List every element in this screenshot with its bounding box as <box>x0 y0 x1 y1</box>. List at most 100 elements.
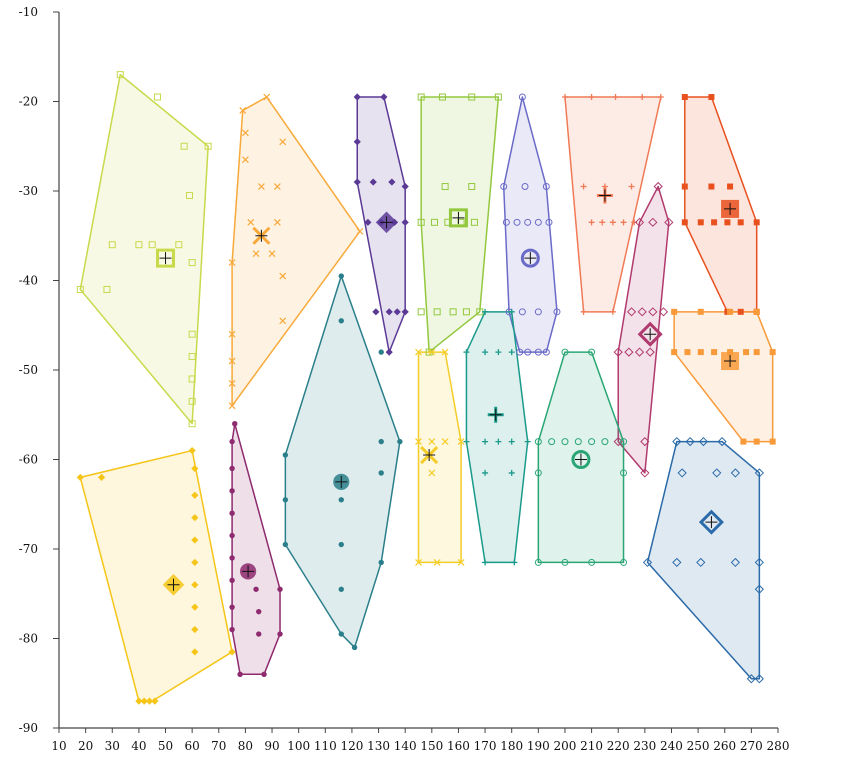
y-tick-label: -70 <box>19 542 38 556</box>
x-tick-label: 170 <box>474 739 497 753</box>
data-point <box>639 94 646 101</box>
data-point <box>620 558 628 566</box>
data-point <box>495 438 502 445</box>
cluster-centroid <box>520 248 540 268</box>
x-tick-label: 150 <box>420 739 443 753</box>
data-point <box>356 227 364 235</box>
cluster-hulls <box>79 73 774 702</box>
data-point <box>753 308 760 315</box>
data-point <box>657 94 664 101</box>
data-point <box>753 349 760 356</box>
data-point <box>500 183 508 191</box>
data-point <box>191 558 199 567</box>
data-point <box>417 93 425 101</box>
data-point <box>753 438 760 445</box>
data-point <box>482 349 489 356</box>
data-point <box>463 349 470 356</box>
data-point <box>534 558 542 566</box>
data-point <box>620 219 627 226</box>
data-point <box>624 347 634 357</box>
data-point <box>282 452 289 458</box>
data-point <box>116 71 124 79</box>
data-point <box>256 631 262 637</box>
data-point <box>108 241 116 249</box>
data-point <box>338 541 344 548</box>
data-point <box>684 349 691 356</box>
data-point <box>98 473 106 481</box>
data-point <box>637 307 647 317</box>
data-point <box>470 218 478 226</box>
data-point <box>708 94 715 101</box>
data-point <box>727 183 734 190</box>
y-tick-label: -60 <box>19 453 38 467</box>
data-point <box>516 348 524 356</box>
data-point <box>681 183 688 190</box>
data-point <box>228 259 236 267</box>
data-point <box>640 436 650 447</box>
x-tick-label: 210 <box>580 739 603 753</box>
data-point <box>417 218 425 226</box>
data-point <box>685 436 695 447</box>
data-point <box>711 349 718 356</box>
data-point <box>743 349 750 356</box>
data-point <box>449 308 457 316</box>
data-point <box>401 218 409 226</box>
data-point <box>140 697 148 705</box>
data-point <box>369 178 377 186</box>
data-point <box>415 559 422 566</box>
data-point <box>462 308 470 316</box>
x-tick-label: 240 <box>660 739 683 753</box>
data-point <box>154 93 162 101</box>
data-point <box>717 436 727 447</box>
data-point <box>372 308 380 316</box>
data-point <box>417 308 425 316</box>
data-point <box>204 142 212 150</box>
x-tick-label: 220 <box>607 739 630 753</box>
data-point <box>724 219 731 226</box>
data-point <box>697 219 704 226</box>
data-point <box>574 438 582 446</box>
y-tick-label: -80 <box>19 632 38 646</box>
cluster-centroid <box>487 406 504 423</box>
x-tick-label: 200 <box>554 739 577 753</box>
data-point <box>601 438 609 446</box>
data-point <box>648 307 658 317</box>
cluster-hull <box>646 440 761 680</box>
data-point <box>542 183 550 191</box>
y-tick-label: -40 <box>19 274 38 288</box>
data-point <box>229 577 235 584</box>
cluster-centroid <box>375 211 398 234</box>
data-point <box>145 697 154 705</box>
x-tick-label: 10 <box>51 739 66 753</box>
data-point <box>580 183 587 190</box>
tick-labels: -10 -20 -30 -40 -50 -60 -70 -80 -90 10 20 30 40 50 60 7… <box>19 5 790 753</box>
data-point <box>257 183 265 190</box>
data-point <box>252 250 260 258</box>
cluster-hull <box>417 351 462 564</box>
data-point <box>175 241 183 249</box>
x-tick-label: 120 <box>340 739 363 753</box>
data-point <box>191 603 199 611</box>
data-point <box>534 308 542 316</box>
data-point <box>534 348 542 356</box>
data-point <box>754 557 764 568</box>
data-point <box>229 532 235 539</box>
data-point <box>282 541 289 548</box>
data-point <box>228 357 236 365</box>
x-tick-label: 270 <box>740 739 763 753</box>
data-point <box>188 420 196 428</box>
x-tick-label: 250 <box>687 739 710 753</box>
data-point <box>380 93 388 101</box>
data-point <box>620 438 628 446</box>
data-point <box>385 308 393 316</box>
data-point <box>730 557 741 568</box>
data-point <box>388 178 396 186</box>
data-point <box>191 648 199 656</box>
data-point <box>241 156 249 164</box>
data-point <box>628 183 635 190</box>
data-point <box>561 348 569 356</box>
data-point <box>645 347 655 357</box>
data-points <box>76 71 776 705</box>
x-tick-label: 140 <box>394 739 417 753</box>
y-tick-label: -30 <box>19 184 38 198</box>
